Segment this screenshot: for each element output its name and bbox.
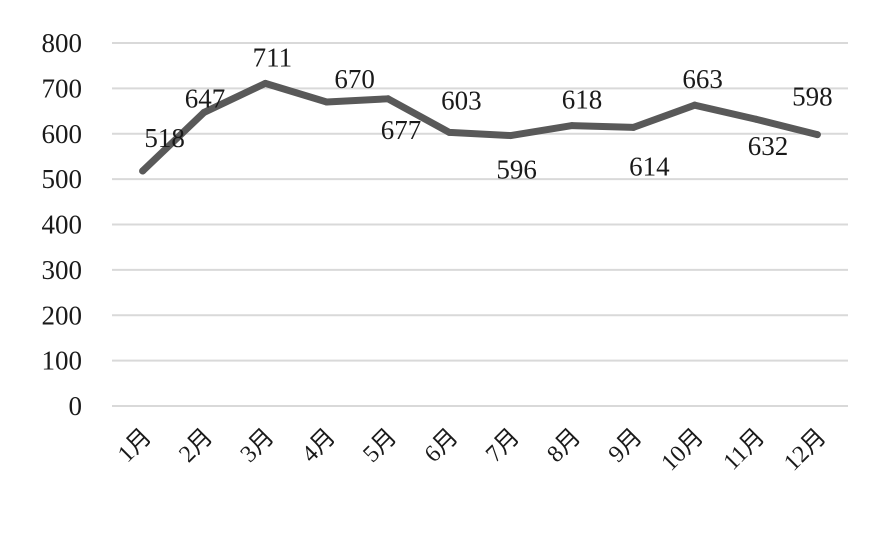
data-point [691,101,699,109]
x-tick-label: 12月 [779,424,831,476]
data-label: 663 [682,64,723,94]
data-label: 647 [185,83,226,113]
data-label: 603 [441,85,482,115]
x-tick-label: 1月 [113,424,157,468]
x-tick-label: 3月 [236,424,280,468]
data-point [261,79,269,87]
x-tick-label: 4月 [297,424,341,468]
x-tick-label: 8月 [542,424,586,468]
data-label: 518 [144,123,185,153]
y-tick-label: 500 [42,164,83,194]
data-label: 677 [381,115,422,145]
data-label: 632 [748,131,789,161]
x-tick-label: 2月 [174,424,218,468]
data-label: 596 [496,155,537,185]
x-tick-label: 10月 [657,424,709,476]
data-point [568,122,576,130]
data-label: 670 [334,64,375,94]
y-tick-label: 200 [42,300,83,330]
data-point [507,132,515,140]
data-point [323,98,331,106]
y-tick-label: 100 [42,346,83,376]
data-point [629,123,637,131]
x-tick-label: 6月 [420,424,464,468]
data-point [200,108,208,116]
series-line [139,79,821,175]
data-point [139,167,147,175]
y-tick-label: 400 [42,210,83,240]
y-tick-label: 600 [42,119,83,149]
y-axis-tick-labels: 0 100 200 300 400 500 600 700 800 [42,28,83,421]
x-axis-tick-labels: 1月 2月 3月 4月 5月 6月 7月 8月 9月 10月 11月 12月 [113,424,832,476]
x-tick-label: 5月 [358,424,402,468]
series [139,79,821,175]
data-label: 598 [792,82,833,112]
data-label: 618 [562,85,603,115]
x-tick-label: 11月 [719,424,771,476]
data-point [445,128,453,136]
y-tick-label: 300 [42,255,83,285]
data-point [384,95,392,103]
gridlines [112,42,848,407]
data-label: 711 [253,42,293,72]
y-tick-label: 0 [69,391,83,421]
x-tick-label: 7月 [481,424,525,468]
x-tick-label: 9月 [604,424,648,468]
y-tick-label: 700 [42,73,83,103]
data-label: 614 [629,151,670,181]
data-point [752,115,760,123]
y-tick-label: 800 [42,28,83,58]
data-point [813,131,821,139]
